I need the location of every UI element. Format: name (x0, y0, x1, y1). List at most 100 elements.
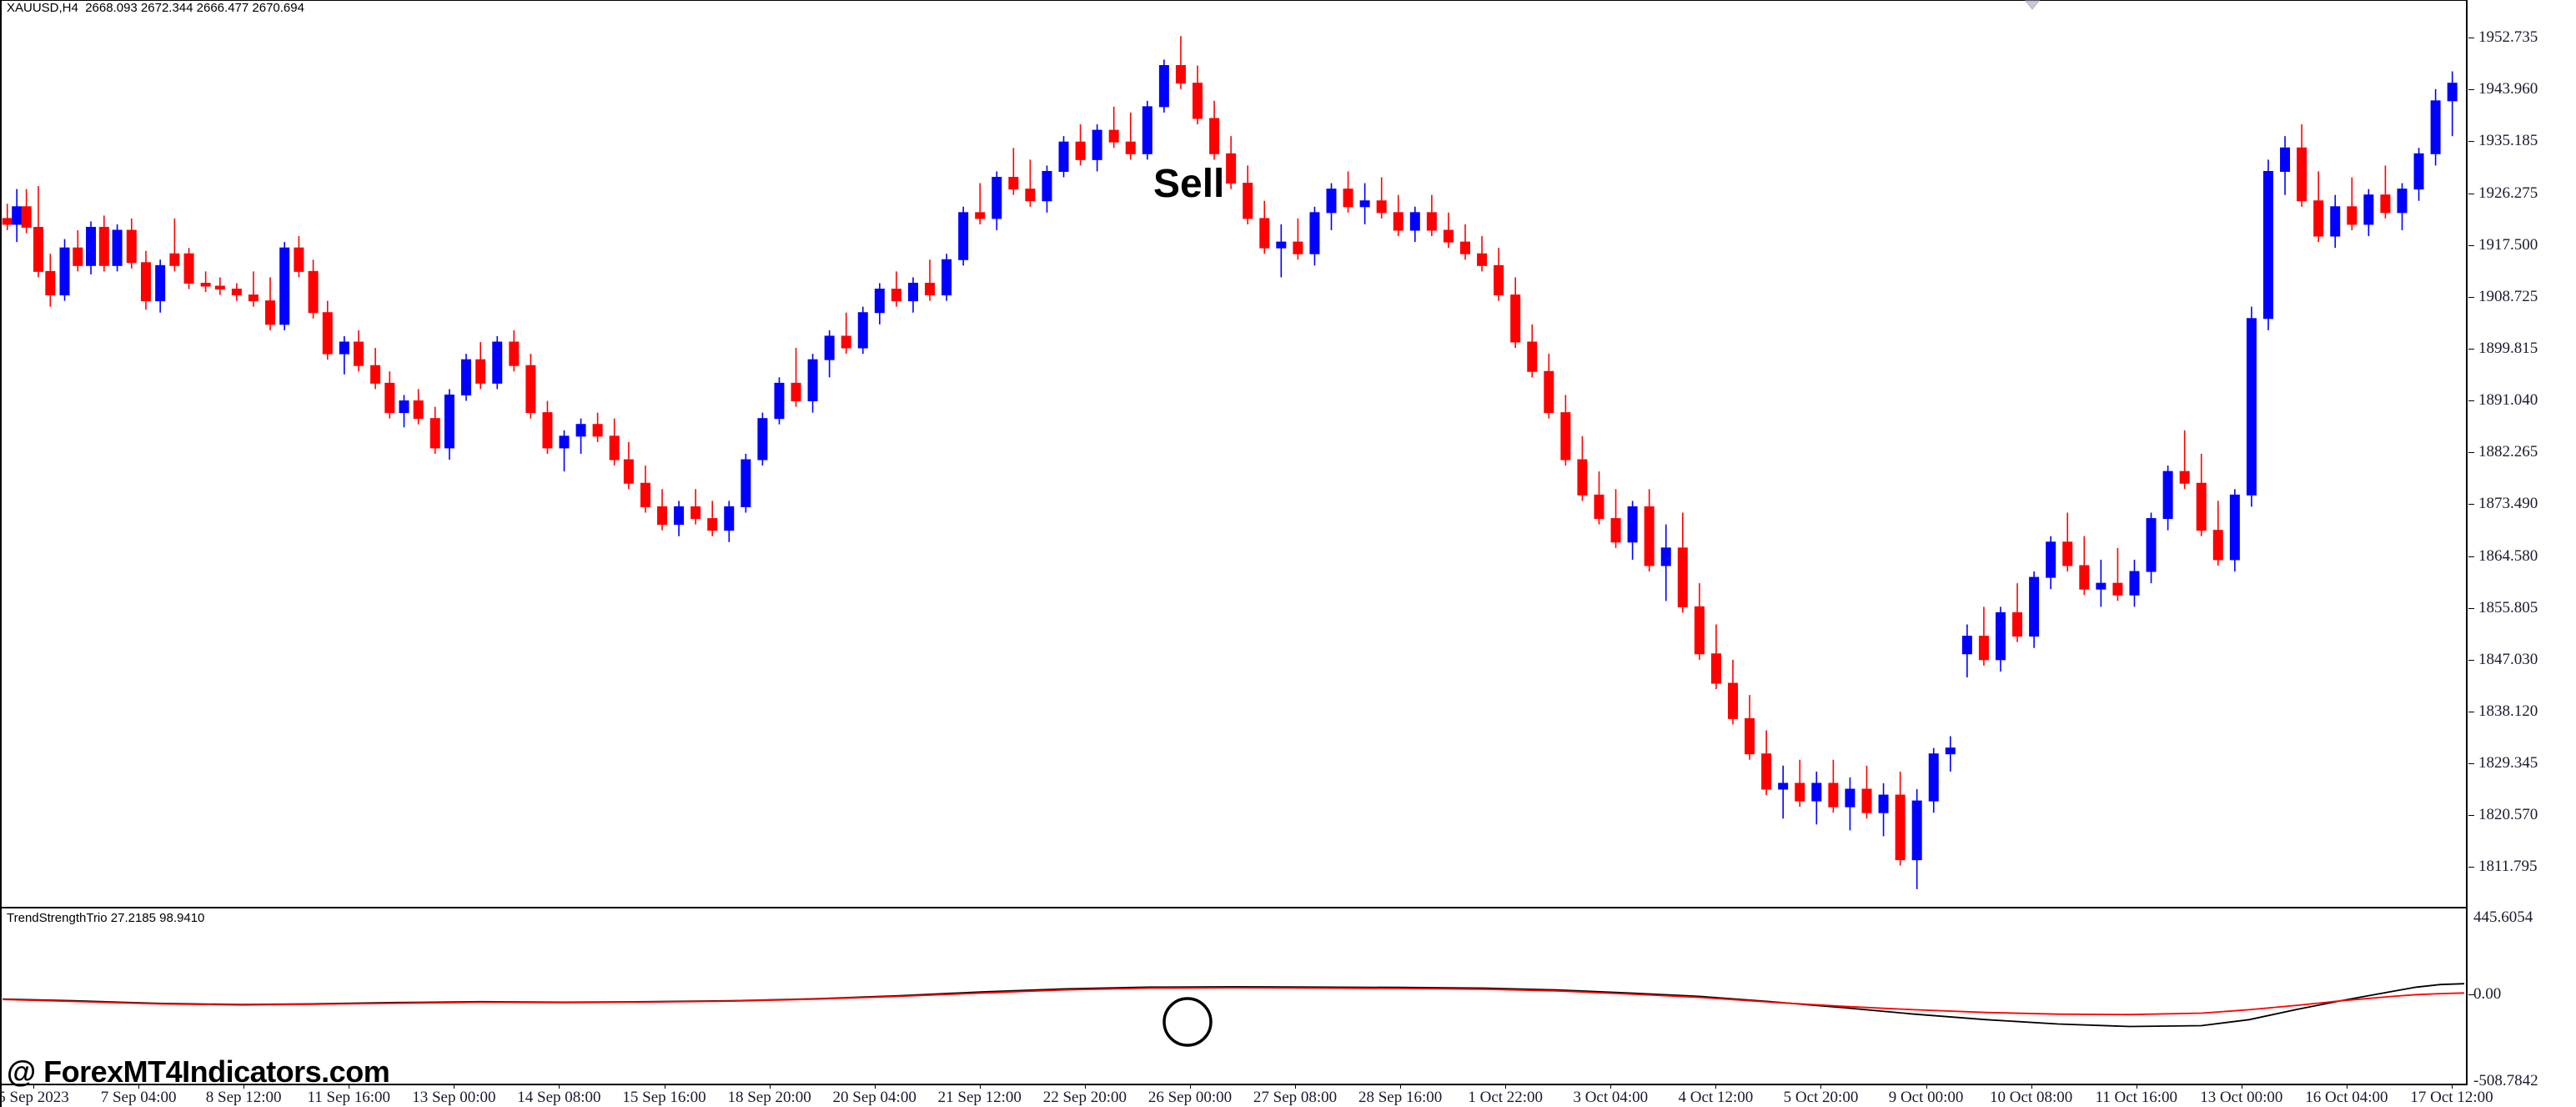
candle-body (200, 282, 211, 287)
candle-body (294, 247, 304, 272)
time-axis-label: 18 Sep 20:00 (727, 1089, 811, 1106)
candle-body (1343, 189, 1353, 208)
candle-body (399, 400, 409, 414)
candle-body (623, 459, 634, 484)
candle-body (1677, 547, 1688, 607)
price-axis-tick (2468, 452, 2474, 454)
candle-body (1878, 794, 1889, 813)
time-axis-label: 11 Oct 16:00 (2095, 1089, 2177, 1106)
candlestick-series (2, 36, 2458, 889)
candle-body (1544, 370, 1554, 414)
candle-body (992, 177, 1002, 219)
candle-body (1911, 800, 1922, 861)
candle-body (1627, 506, 1638, 543)
time-axis-label: 21 Sep 12:00 (937, 1089, 1022, 1106)
price-axis-label: 1873.490 (2478, 495, 2538, 513)
candle-body (429, 418, 440, 449)
price-axis-label: 1882.265 (2478, 443, 2538, 461)
candle-body (444, 394, 454, 449)
candle-body (1928, 753, 1939, 802)
candle-body (1644, 506, 1655, 566)
candle-body (874, 289, 885, 314)
time-axis-label: 10 Oct 08:00 (1990, 1089, 2073, 1106)
time-axis-label: 28 Sep 16:00 (1358, 1089, 1443, 1106)
candle-body (1042, 170, 1052, 202)
candle-body (1426, 212, 1437, 231)
indicator-axis-tick (2468, 994, 2474, 995)
candle-body (1945, 747, 1956, 755)
price-axis-label: 1926.275 (2478, 184, 2538, 202)
candle-body (774, 382, 785, 420)
price-axis-tick (2468, 763, 2474, 765)
candle-body (264, 300, 275, 325)
candle-body (354, 341, 364, 366)
candle-body (1293, 241, 1303, 254)
time-axis-tick (33, 1085, 34, 1089)
candle-body (126, 229, 137, 264)
time-axis-label: 26 Sep 00:00 (1147, 1089, 1233, 1106)
time-axis-label: 13 Oct 00:00 (2200, 1089, 2283, 1106)
candle-body (2447, 83, 2458, 102)
candle-body (1326, 189, 1337, 214)
candle-body (2397, 189, 2408, 214)
price-axis-label: 1829.345 (2478, 754, 2538, 772)
candle-body (86, 226, 97, 266)
candle-body (73, 247, 83, 266)
price-axis-tick (2468, 607, 2474, 609)
price-axis-tick (2468, 400, 2474, 402)
price-axis-tick (2468, 867, 2474, 868)
candle-body (12, 206, 23, 225)
candle-body (2313, 200, 2324, 237)
candle-body (2012, 611, 2023, 637)
price-axis-border[interactable] (2466, 0, 2468, 908)
price-axis-label: 1908.725 (2478, 287, 2538, 305)
price-axis-label: 1847.030 (2478, 650, 2538, 668)
sell-annotation-label: Sell (1153, 162, 1225, 206)
candle-body (1276, 241, 1287, 249)
time-axis-label: 1 Oct 22:00 (1468, 1089, 1544, 1106)
candle-body (2347, 206, 2358, 225)
candle-body (1058, 141, 1069, 172)
candle-body (1710, 653, 1721, 684)
panel-separator[interactable] (0, 907, 2468, 908)
candle-body (1527, 341, 1538, 372)
candle-body (1510, 294, 1521, 343)
candle-body (2146, 518, 2157, 572)
drag-handle-icon[interactable] (2025, 0, 2040, 10)
indicator-axis-border[interactable] (2466, 908, 2468, 1085)
candle-body (640, 482, 650, 507)
time-axis-label: 15 Sep 16:00 (622, 1089, 706, 1106)
candle-body (2112, 582, 2123, 596)
candle-body (841, 335, 851, 349)
candle-body (2046, 541, 2056, 578)
time-axis-label: 5 Sep 2023 (0, 1089, 69, 1106)
candle-body (2380, 194, 2391, 214)
candle-body (657, 506, 668, 526)
candle-body (707, 518, 718, 531)
chart-top-border (0, 0, 2468, 1)
trend-line-red (2, 987, 2465, 1016)
candle-body (140, 262, 151, 302)
candle-body (1961, 636, 1972, 655)
candle-body (724, 506, 735, 531)
candle-body (45, 270, 56, 296)
candle-body (279, 247, 290, 325)
candle-body (1376, 200, 1387, 214)
price-axis-tick (2468, 659, 2474, 661)
candle-body (1125, 141, 1136, 154)
candle-body (757, 418, 768, 460)
time-axis-label: 27 Sep 08:00 (1253, 1089, 1338, 1106)
indicator-header: TrendStrengthTrio 27.2185 98.9410 (7, 911, 205, 925)
candle-body (1193, 83, 1203, 119)
candle-body (674, 506, 685, 526)
site-watermark: @ ForexMT4Indicators.com (7, 1054, 390, 1089)
chart-left-border (0, 0, 2, 1107)
time-axis-label: 14 Sep 08:00 (517, 1089, 601, 1106)
price-axis-label: 1855.805 (2478, 598, 2538, 616)
candle-body (1075, 141, 1086, 160)
candle-body (322, 312, 333, 355)
price-axis-tick (2468, 349, 2474, 350)
candle-body (21, 206, 32, 228)
candle-body (33, 226, 43, 272)
